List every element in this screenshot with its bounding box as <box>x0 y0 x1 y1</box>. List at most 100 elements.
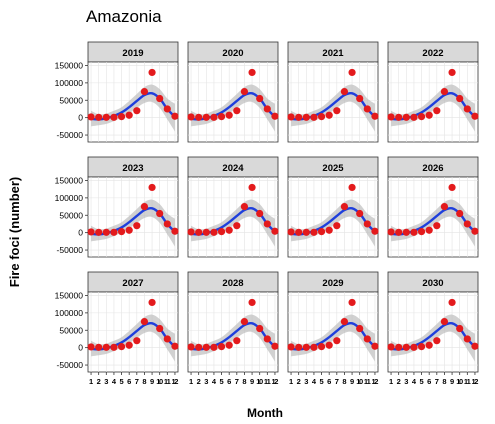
observed-point <box>287 113 295 121</box>
x-tick-label: 3 <box>204 377 208 386</box>
observed-point <box>240 317 249 326</box>
y-tick-label: 50000 <box>59 95 83 105</box>
observed-point <box>410 343 418 351</box>
observed-point <box>325 111 333 119</box>
observed-point <box>187 113 195 121</box>
observed-point <box>248 68 256 77</box>
facet-panel: 2026 <box>387 156 479 258</box>
observed-point <box>371 227 379 235</box>
y-tick-label: 50000 <box>59 325 83 335</box>
x-tick-label: 6 <box>327 377 331 386</box>
observed-point <box>271 112 279 120</box>
observed-point <box>87 343 95 351</box>
observed-point <box>295 228 303 236</box>
observed-point <box>140 202 149 211</box>
observed-point <box>148 298 156 307</box>
observed-point <box>148 183 156 192</box>
observed-point <box>295 113 303 121</box>
observed-point <box>187 228 195 236</box>
observed-point <box>333 222 341 230</box>
observed-point <box>463 220 471 228</box>
x-tick-label: 4 <box>312 377 317 386</box>
observed-point <box>256 209 264 218</box>
observed-point <box>448 183 456 192</box>
x-tick-label: 8 <box>142 377 146 386</box>
observed-point <box>225 226 233 234</box>
observed-point <box>425 226 433 234</box>
observed-point <box>340 317 349 326</box>
x-tick-label: 4 <box>412 377 417 386</box>
observed-point <box>271 227 279 235</box>
facet-label: 2021 <box>322 48 344 59</box>
x-tick-label: 6 <box>427 377 431 386</box>
x-tick-label: 12 <box>171 377 178 386</box>
x-tick-label: 4 <box>212 377 217 386</box>
observed-point <box>348 298 356 307</box>
observed-point <box>225 111 233 119</box>
observed-point <box>133 337 141 345</box>
x-tick-label: 3 <box>104 377 108 386</box>
x-tick-label: 11 <box>264 377 271 386</box>
facet-panel: 2024 <box>187 156 279 258</box>
x-axis-label: Month <box>247 406 283 419</box>
x-tick-label: 12 <box>471 377 478 386</box>
observed-point <box>95 113 103 121</box>
observed-point <box>263 220 271 228</box>
observed-point <box>240 87 249 96</box>
observed-point <box>371 112 379 120</box>
observed-point <box>333 107 341 115</box>
facet-panel: 2020 <box>187 41 279 143</box>
observed-point <box>195 113 203 121</box>
observed-point <box>117 113 126 121</box>
facet-label: 2019 <box>122 48 143 59</box>
observed-point <box>225 341 233 349</box>
x-tick-label: 7 <box>335 377 339 386</box>
x-tick-label: 1 <box>89 377 93 386</box>
observed-point <box>363 335 371 343</box>
observed-point <box>187 343 195 351</box>
y-axis-label: Fire foci (number) <box>7 177 22 288</box>
x-tick-label: 1 <box>389 377 393 386</box>
x-tick-label: 7 <box>135 377 139 386</box>
y-tick-label: 150000 <box>55 290 84 300</box>
facet-label: 2027 <box>122 278 143 289</box>
observed-point <box>310 343 318 351</box>
facet-panel: 2022 <box>387 41 479 143</box>
observed-point <box>110 343 118 351</box>
observed-point <box>125 226 133 234</box>
observed-point <box>102 343 110 351</box>
observed-point <box>110 228 118 236</box>
observed-point <box>171 112 179 120</box>
facet-label: 2029 <box>322 278 343 289</box>
observed-point <box>302 343 310 351</box>
y-tick-label: 100000 <box>55 308 84 318</box>
observed-point <box>356 94 364 103</box>
observed-point <box>317 343 326 351</box>
observed-point <box>325 341 333 349</box>
observed-point <box>163 335 171 343</box>
facet-label: 2026 <box>422 163 443 174</box>
observed-point <box>317 113 326 121</box>
facet-label: 2024 <box>222 163 244 174</box>
observed-point <box>387 343 395 351</box>
observed-point <box>463 335 471 343</box>
x-tick-label: 6 <box>127 377 131 386</box>
observed-point <box>156 94 164 103</box>
observed-point <box>471 227 479 235</box>
x-tick-label: 3 <box>404 377 408 386</box>
observed-point <box>302 228 310 236</box>
observed-point <box>402 228 410 236</box>
observed-point <box>263 335 271 343</box>
observed-point <box>340 87 349 96</box>
observed-point <box>356 209 364 218</box>
observed-point <box>302 113 310 121</box>
x-tick-label: 12 <box>371 377 378 386</box>
y-tick-label: -50000 <box>57 130 84 140</box>
y-tick-label: 0 <box>78 113 83 123</box>
x-tick-label: 11 <box>364 377 371 386</box>
x-tick-label: 2 <box>197 377 201 386</box>
x-tick-label: 5 <box>219 377 223 386</box>
